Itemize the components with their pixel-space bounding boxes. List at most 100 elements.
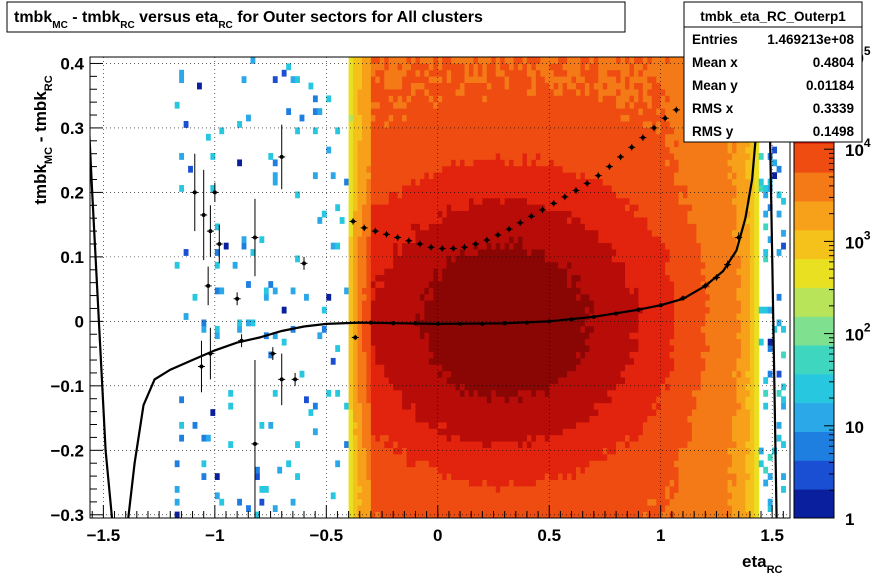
heatmap-cell — [580, 101, 586, 109]
heatmap-cell — [598, 325, 604, 333]
heatmap-cell — [411, 453, 416, 461]
heatmap-cell — [460, 172, 465, 180]
heatmap-cell — [486, 197, 492, 205]
heatmap-cell — [531, 159, 537, 167]
heatmap-cell — [625, 261, 630, 269]
heatmap-cell — [616, 479, 621, 487]
heatmap-cell — [379, 332, 385, 340]
heatmap-cell — [375, 140, 381, 148]
heatmap-cell — [428, 69, 434, 77]
heatmap-cell — [361, 133, 367, 141]
heatmap-cell — [464, 293, 470, 301]
heatmap-cell — [442, 293, 448, 301]
heatmap-cell — [558, 281, 564, 288]
heatmap-cell — [366, 89, 372, 96]
heatmap-cell — [584, 479, 590, 487]
heatmap-cell — [419, 421, 425, 429]
heatmap-cell — [633, 223, 639, 231]
heatmap-cell — [620, 377, 626, 384]
heatmap-cell — [415, 505, 421, 512]
heatmap-cell — [433, 146, 439, 154]
heatmap-cell — [491, 76, 497, 84]
heatmap-cell — [580, 223, 586, 231]
heatmap-cell — [620, 466, 626, 474]
heatmap-cell — [567, 114, 572, 122]
heatmap-cell — [370, 370, 376, 378]
heatmap-cell — [353, 108, 358, 116]
heatmap-cell — [263, 485, 269, 493]
heatmap-cell — [397, 460, 403, 468]
heatmap-cell — [567, 364, 572, 372]
heatmap-cell — [647, 466, 653, 474]
heatmap-cell — [419, 204, 425, 212]
heatmap-cell — [411, 217, 416, 224]
heatmap-cell — [593, 370, 599, 378]
heatmap-cell — [370, 217, 376, 224]
heatmap-cell — [642, 69, 648, 77]
heatmap-cell — [491, 223, 497, 231]
heatmap-cell — [379, 345, 385, 352]
heatmap-cell — [482, 261, 488, 269]
heatmap-cell — [379, 293, 385, 301]
heatmap-cell — [411, 351, 416, 359]
heatmap-cell — [424, 210, 430, 218]
heatmap-cell — [571, 121, 577, 128]
heatmap-cell — [531, 447, 537, 455]
heatmap-cell — [562, 140, 568, 148]
heatmap-cell — [451, 409, 457, 416]
heatmap-cell — [361, 505, 367, 512]
heatmap-cell — [633, 261, 639, 269]
heatmap-cell — [468, 313, 474, 320]
heatmap-cell — [446, 197, 452, 205]
heatmap-cell — [348, 261, 354, 269]
heatmap-cell — [518, 133, 523, 141]
heatmap-cell — [567, 63, 572, 71]
heatmap-cell — [558, 236, 564, 244]
heatmap-cell — [397, 415, 403, 423]
heatmap-cell — [633, 300, 639, 308]
heatmap-cell — [473, 223, 479, 231]
heatmap-cell — [491, 434, 497, 442]
heatmap-cell — [642, 377, 648, 384]
heatmap-cell — [348, 441, 354, 448]
heatmap-cell — [495, 165, 501, 173]
heatmap-cell — [526, 153, 532, 160]
heatmap-cell — [629, 274, 635, 282]
heatmap-cell — [451, 114, 457, 122]
heatmap-cell — [593, 268, 599, 276]
heatmap-cell — [625, 383, 630, 391]
heatmap-cell — [593, 146, 599, 154]
heatmap-cell — [477, 338, 483, 346]
heatmap-cell — [375, 242, 381, 250]
heatmap-cell — [446, 460, 452, 468]
heatmap-cell — [540, 121, 546, 128]
heatmap-cell — [366, 409, 372, 416]
heatmap-cell — [433, 345, 439, 352]
heatmap-cell — [419, 460, 425, 468]
heatmap-cell — [495, 332, 501, 340]
heatmap-cell — [428, 364, 434, 372]
heatmap-cell — [419, 364, 425, 372]
heatmap-cell — [540, 172, 546, 180]
heatmap-cell — [531, 108, 537, 116]
heatmap-cell — [633, 236, 639, 244]
heatmap-cell — [272, 76, 278, 84]
heatmap-cell — [388, 364, 394, 372]
heatmap-cell — [625, 153, 630, 160]
heatmap-cell — [348, 345, 354, 352]
heatmap-cell — [611, 357, 617, 365]
heatmap-cell — [473, 447, 479, 455]
heatmap-cell — [460, 306, 465, 314]
heatmap-cell — [464, 479, 470, 487]
heatmap-cell — [625, 447, 630, 455]
heatmap-cell — [553, 485, 559, 493]
heatmap-cell — [513, 159, 519, 167]
heatmap-cell — [575, 140, 581, 148]
heatmap-cell — [477, 268, 483, 276]
heatmap-cell — [388, 204, 394, 212]
heatmap-cell — [522, 421, 528, 429]
heatmap-cell — [513, 57, 519, 64]
heatmap-cell — [571, 332, 577, 340]
heatmap-cell — [620, 255, 626, 263]
heatmap-cell — [553, 434, 559, 442]
